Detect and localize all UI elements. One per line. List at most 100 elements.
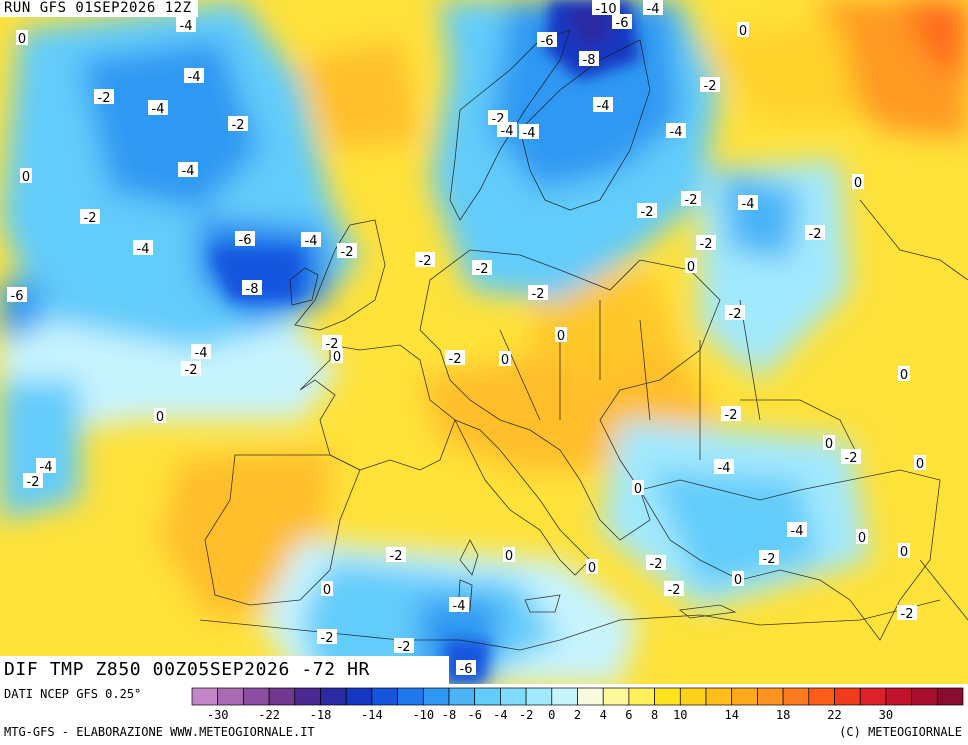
contour-label-bg: [488, 110, 508, 125]
contour-label-text: -2: [725, 408, 738, 423]
contour-label-bg: [898, 366, 910, 381]
contour-label-bg: [36, 458, 56, 473]
scale-swatch: [191, 687, 219, 706]
contour-label: -2: [805, 225, 825, 242]
contour-label-bg: [732, 571, 744, 586]
contour-label-bg: [714, 459, 734, 474]
scale-swatch: [474, 687, 501, 706]
contour-label-text: -2: [532, 287, 545, 302]
contour-label-bg: [415, 252, 435, 267]
scale-swatch: [294, 687, 321, 706]
contour-label: -2: [472, 260, 492, 277]
contour-label-text: -4: [137, 242, 150, 257]
contour-label: -6: [612, 14, 632, 31]
contour-label-text: -6: [616, 16, 629, 31]
contour-label-bg: [593, 97, 613, 112]
contour-label-text: -2: [449, 352, 462, 367]
contour-label-bg: [681, 191, 701, 206]
contour-label-text: -2: [419, 254, 432, 269]
contour-label-bg: [23, 473, 43, 488]
contour-label: -4: [184, 68, 204, 85]
contour-label-bg: [586, 559, 598, 574]
contour-label-bg: [497, 122, 517, 137]
scale-tick-label: 18: [776, 708, 790, 722]
contour-label: 0: [914, 455, 926, 472]
contour-label-text: -2: [901, 607, 914, 622]
contour-label: -4: [643, 0, 663, 17]
contour-label: 0: [852, 174, 864, 191]
contour-label: -4: [787, 522, 807, 539]
contour-label-bg: [612, 14, 632, 29]
contour-label-text: -2: [398, 640, 411, 655]
scale-swatch: [679, 687, 707, 706]
contour-label: -2: [394, 638, 414, 655]
scale-swatch: [654, 687, 681, 706]
contour-label: -8: [242, 280, 262, 297]
contour-labels: 0 -4 -4 -2 -4 -2 0 -4 -2 -6 -4 -4 -2 -2 -8 -6 -2 0 -4 -2 0 -4…: [7, 0, 926, 677]
contour-label-bg: [856, 529, 868, 544]
contour-label-text: -4: [523, 126, 536, 141]
contour-label-bg: [94, 89, 114, 104]
contour-label-bg: [592, 0, 620, 15]
contour-label-bg: [897, 605, 917, 620]
scale-tick-label: 2: [574, 708, 581, 722]
contour-label: 0: [586, 559, 598, 576]
contour-label: 0: [823, 435, 835, 452]
contour-label-bg: [176, 17, 196, 32]
scale-tick-label: -22: [258, 708, 280, 722]
contour-label: -4: [133, 240, 153, 257]
contour-label: -2: [445, 350, 465, 367]
contour-label: -2: [337, 243, 357, 260]
contour-label-text: 0: [825, 437, 833, 452]
contour-label: -6: [7, 287, 27, 304]
contour-label-bg: [386, 547, 406, 562]
contour-label: -2: [637, 203, 657, 220]
contour-label-bg: [700, 77, 720, 92]
contour-label-text: -8: [246, 282, 259, 297]
contour-label-text: 0: [734, 573, 742, 588]
contour-label-text: -2: [685, 193, 698, 208]
contour-label: -2: [841, 449, 861, 466]
contour-label-text: 0: [854, 176, 862, 191]
contour-label-text: -6: [460, 662, 473, 677]
scale-tick-label: -18: [310, 708, 332, 722]
coastlines: [199, 29, 968, 651]
contour-label-bg: [841, 449, 861, 464]
contour-label-text: -4: [597, 99, 610, 114]
contour-label-bg: [154, 408, 166, 423]
contour-label-bg: [337, 243, 357, 258]
contour-label-bg: [805, 225, 825, 240]
contour-label-text: -4: [742, 197, 755, 212]
contour-label: 0: [632, 480, 644, 497]
scale-swatch: [602, 687, 630, 706]
temperature-anomaly-map: 0 -4 -4 -2 -4 -2 0 -4 -2 -6 -4 -4 -2 -2 -8 -6 -2 0 -4 -2 0 -4…: [0, 0, 968, 684]
contour-label: -4: [449, 597, 469, 614]
contour-label: -2: [759, 550, 779, 567]
scale-swatch: [397, 687, 424, 706]
contour-label-text: 0: [22, 170, 30, 185]
scale-tick-label: -8: [442, 708, 456, 722]
contour-label: 0: [555, 327, 567, 344]
contour-label: -4: [519, 124, 539, 141]
contour-label-text: -10: [595, 2, 616, 17]
contour-label: -2: [721, 406, 741, 423]
contour-label: -6: [235, 231, 255, 248]
contour-label: 0: [503, 547, 515, 564]
scale-tick-label: -4: [493, 708, 507, 722]
contour-label-bg: [181, 361, 201, 376]
contour-label-bg: [555, 327, 567, 342]
data-source-text: DATI NCEP GFS 0.25°: [4, 687, 142, 701]
contour-label-bg: [725, 305, 745, 320]
scale-tick-label: -10: [412, 708, 434, 722]
contour-label-text: -4: [152, 102, 165, 117]
contour-label: -2: [696, 235, 716, 252]
contour-label-text: 0: [505, 549, 513, 564]
scale-swatch: [577, 687, 604, 706]
color-scale-bar: -30 -22 -18 -14 -10 -8 -6 -4 -2 0 2 4 6 8 10 14 18 22 30: [191, 687, 964, 722]
scale-swatch: [757, 687, 784, 706]
contour-label-bg: [133, 240, 153, 255]
scale-swatch: [705, 687, 733, 706]
scale-swatch: [217, 687, 244, 706]
contour-label: -4: [178, 162, 198, 179]
contour-label-text: -2: [700, 237, 713, 252]
